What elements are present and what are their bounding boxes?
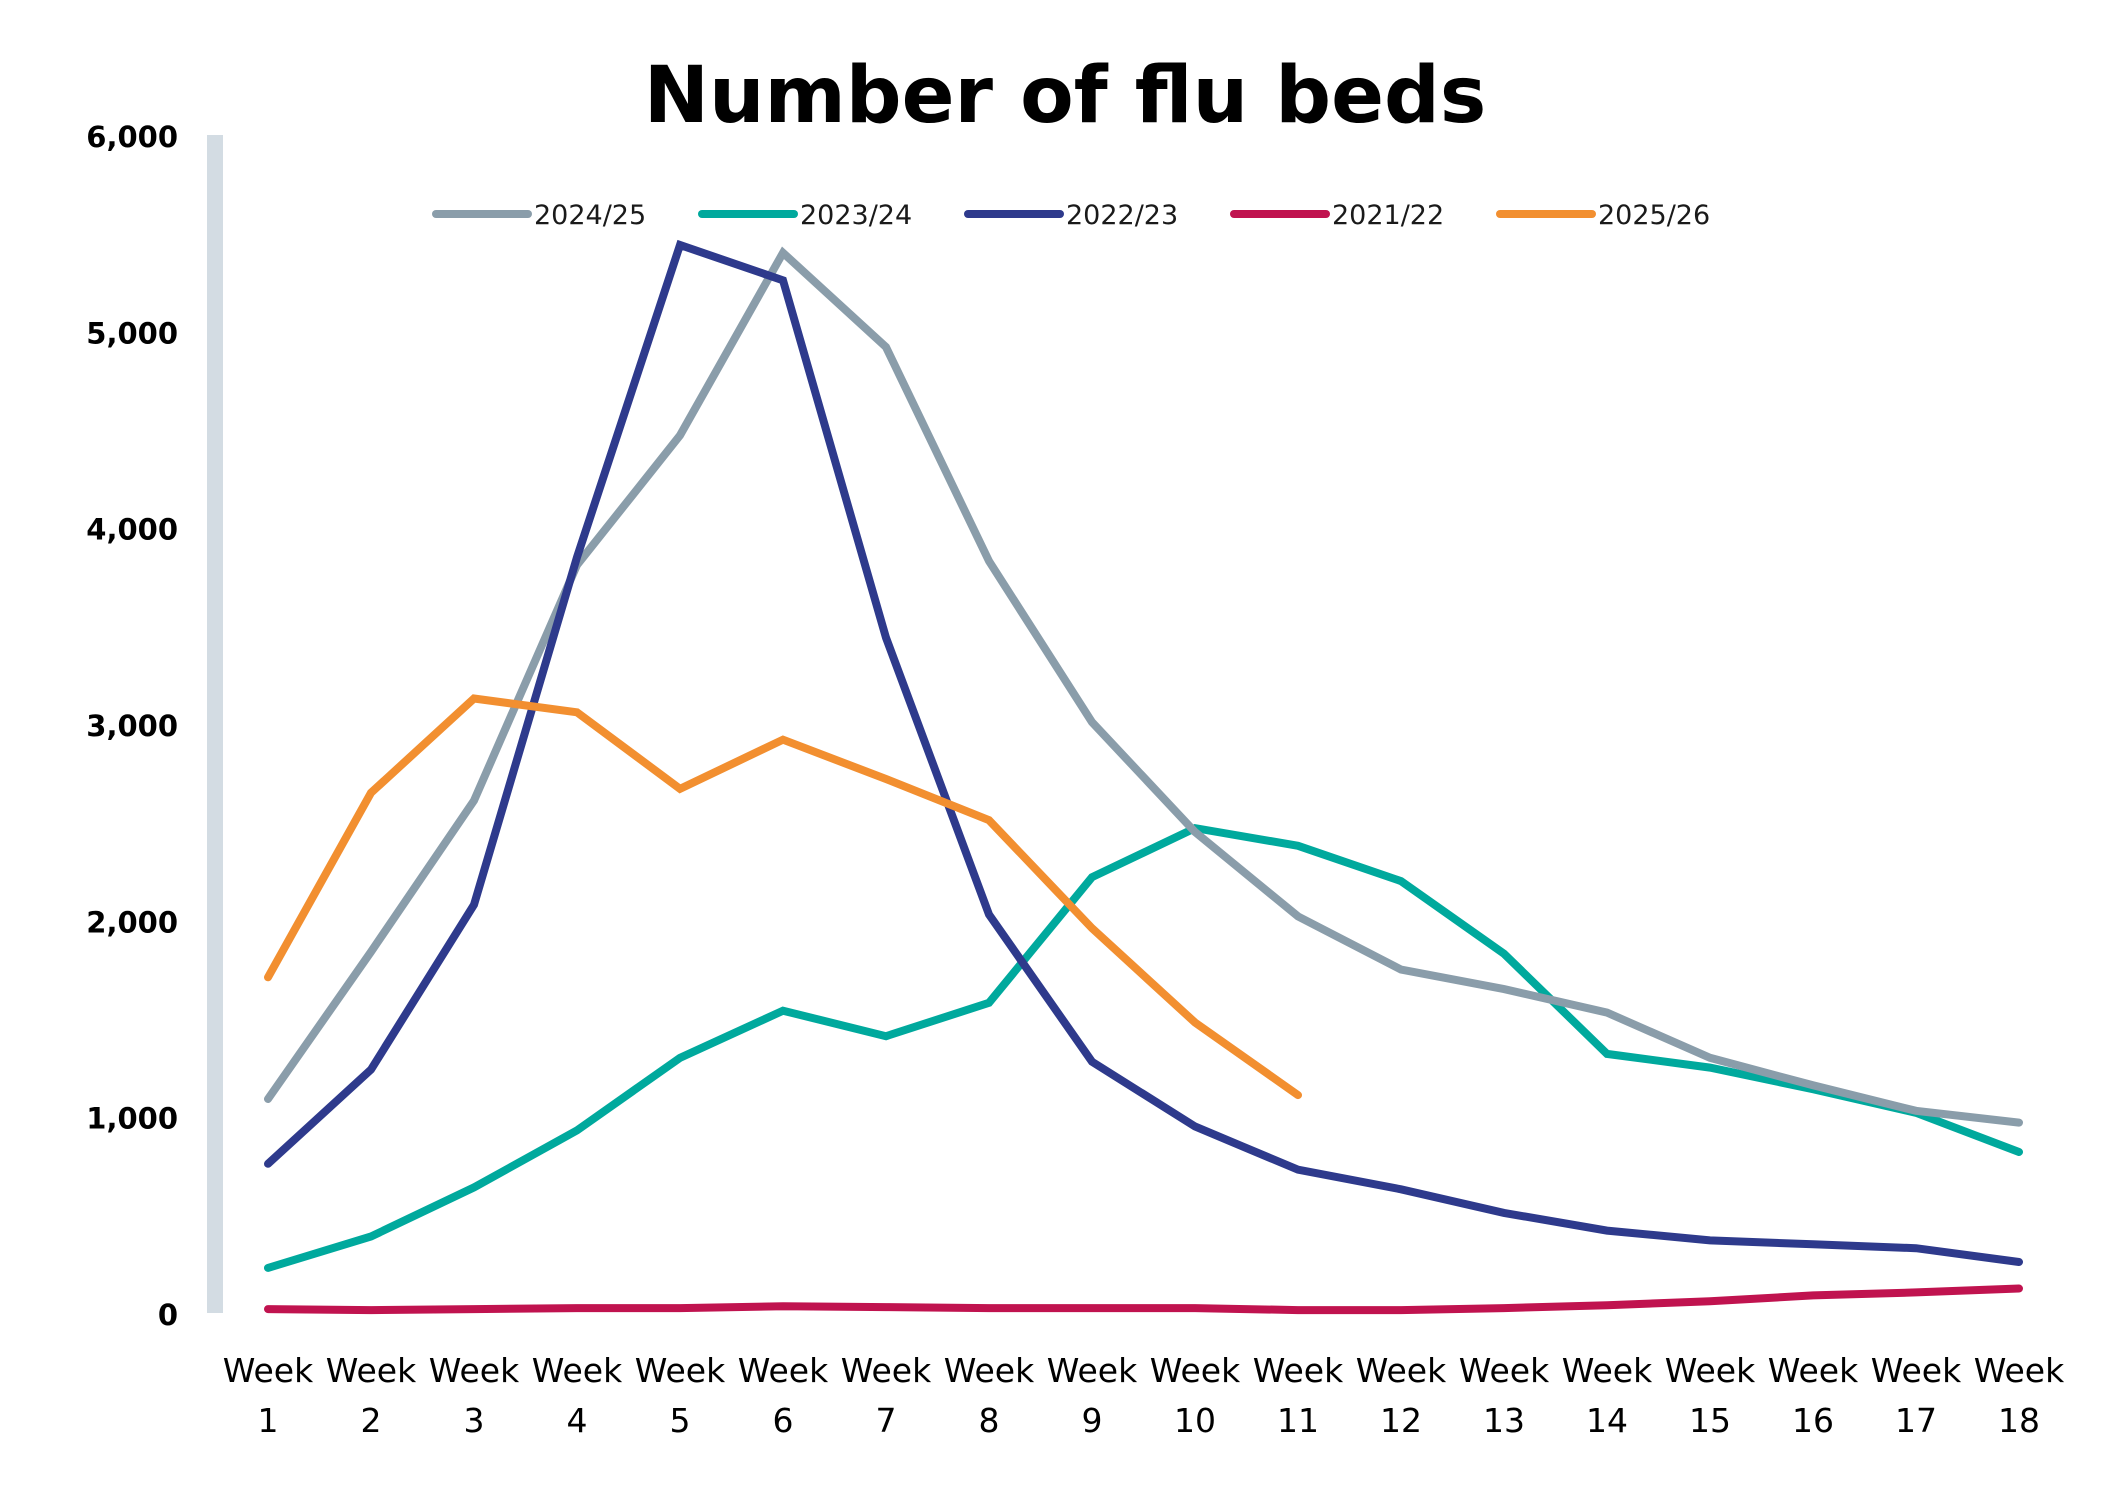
legend: 2024/25 2023/24 2022/23 2021/22 2025/26 xyxy=(432,200,1710,231)
series-line-2022-23 xyxy=(264,239,2023,1266)
x-tick-label: Week 17 xyxy=(1871,1351,1962,1440)
x-tick-label: Week 1 xyxy=(223,1351,314,1440)
legend-label: 2024/25 xyxy=(534,200,646,231)
x-tick-label: Week 7 xyxy=(841,1351,932,1440)
x-tick-label: Week 9 xyxy=(1047,1351,1138,1440)
x-tick-label: Week 4 xyxy=(532,1351,623,1440)
x-tick-label: Week 6 xyxy=(738,1351,829,1440)
x-tick-label: Week 16 xyxy=(1768,1351,1859,1440)
x-tick-label: Week 3 xyxy=(429,1351,520,1440)
x-tick-label: Week 2 xyxy=(326,1351,417,1440)
y-tick-label: 5,000 xyxy=(86,316,178,350)
x-tick-label: Week 11 xyxy=(1253,1351,1344,1440)
x-tick-label: Week 10 xyxy=(1150,1351,1241,1440)
x-tick-label: Week 8 xyxy=(944,1351,1035,1440)
chart-title: Number of flu beds xyxy=(644,51,1487,141)
x-tick-label: Week 13 xyxy=(1459,1351,1550,1440)
legend-label: 2025/26 xyxy=(1598,200,1710,231)
legend-label: 2023/24 xyxy=(800,200,912,231)
series-lines xyxy=(264,239,2023,1315)
y-axis-ticks: 0 1,000 2,000 3,000 4,000 5,000 6,000 xyxy=(86,120,178,1332)
y-tick-label: 3,000 xyxy=(86,709,178,743)
series-line-2024-25 xyxy=(264,246,2023,1127)
y-axis-bar xyxy=(207,135,223,1313)
y-tick-label: 1,000 xyxy=(86,1102,178,1136)
x-tick-label: Week 18 xyxy=(1974,1351,2065,1440)
x-tick-label: Week 12 xyxy=(1356,1351,1447,1440)
series-line-2023-24 xyxy=(264,823,2023,1272)
y-tick-label: 4,000 xyxy=(86,513,178,547)
legend-label: 2022/23 xyxy=(1066,200,1178,231)
x-tick-label: Week 15 xyxy=(1665,1351,1756,1440)
y-tick-label: 0 xyxy=(158,1298,178,1332)
y-tick-label: 6,000 xyxy=(86,120,178,154)
x-tick-label: Week 5 xyxy=(635,1351,726,1440)
legend-label: 2021/22 xyxy=(1332,200,1444,231)
series-line-2025-26 xyxy=(264,694,1302,1100)
series-line-2021-22 xyxy=(264,1284,2023,1315)
y-tick-label: 2,000 xyxy=(86,905,178,939)
x-tick-label: Week 14 xyxy=(1562,1351,1653,1440)
